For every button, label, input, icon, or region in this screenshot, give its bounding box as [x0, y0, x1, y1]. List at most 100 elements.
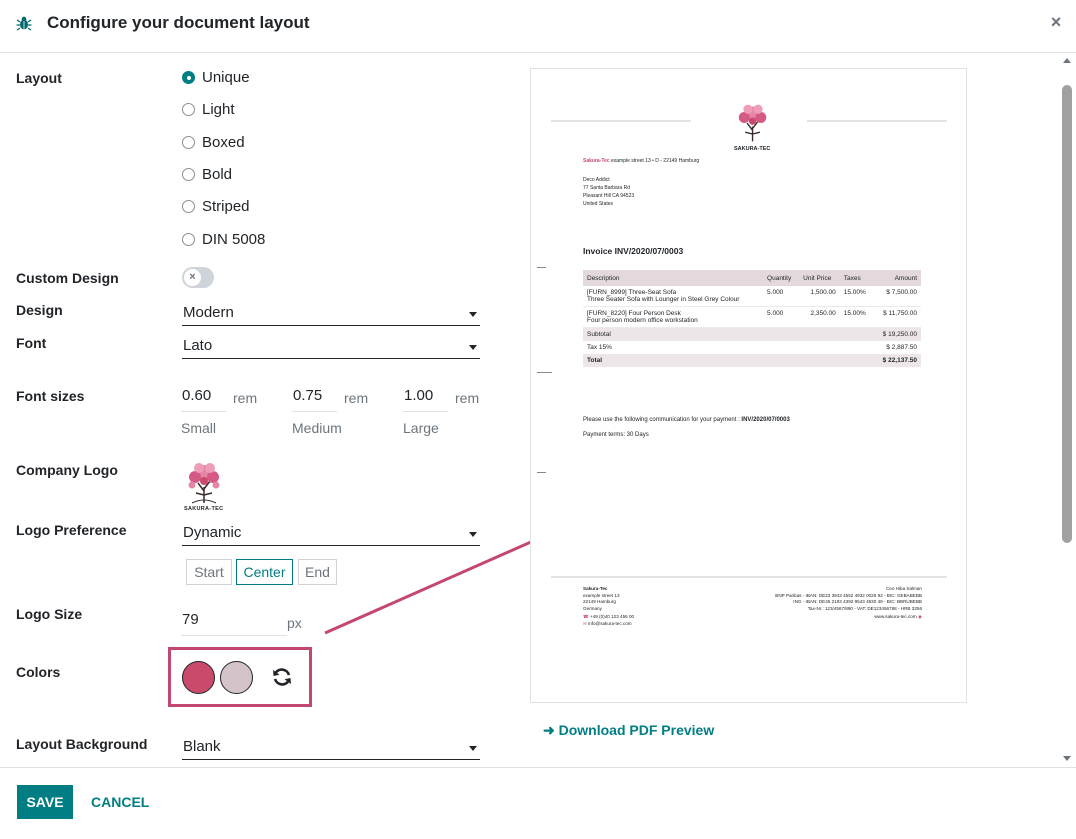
- footer-line: Ceo Hiba Salman: [885, 586, 922, 591]
- close-icon[interactable]: ×: [1050, 12, 1062, 32]
- refresh-icon[interactable]: [270, 665, 294, 689]
- dialog-body: Layout Unique Light Boxed Bold Striped D…: [0, 53, 1076, 767]
- font-size-small-input[interactable]: 0.60: [182, 387, 212, 404]
- footer-line: 22149 Hamburg: [583, 599, 616, 604]
- radio-icon: [182, 103, 195, 116]
- footer-line: Sakura-Tec: [583, 586, 608, 591]
- font-size-large-label: Large: [403, 420, 439, 436]
- secondary-color-swatch[interactable]: [220, 661, 253, 694]
- logo-size-input[interactable]: 79: [182, 611, 199, 628]
- scrollbar[interactable]: [1060, 53, 1076, 767]
- column-header: Amount: [873, 270, 921, 286]
- design-value: Modern: [183, 304, 234, 321]
- footer-left: Sakura-Tec example street 13 22149 Hambu…: [583, 586, 634, 627]
- logo-preference-select[interactable]: Dynamic: [182, 520, 480, 546]
- customer-line: United States: [583, 201, 614, 207]
- scroll-down-icon[interactable]: [1063, 756, 1071, 761]
- column-header: Quantity: [763, 270, 800, 286]
- arrow-right-icon: ➜: [543, 722, 555, 738]
- logo-align-center-button[interactable]: Center: [236, 559, 293, 585]
- column-header: Taxes: [839, 270, 874, 286]
- primary-color-swatch[interactable]: [182, 661, 215, 694]
- footer-phone: +49 (0)40 123 456 00: [590, 614, 635, 619]
- dialog-title: Configure your document layout: [47, 13, 310, 32]
- font-size-unit: rem: [233, 390, 258, 406]
- colors-highlight-box: [168, 647, 312, 707]
- input-underline: [181, 411, 226, 412]
- line-qty: 5.000: [763, 286, 800, 307]
- footer-right: Ceo Hiba Salman BNP Paribas - IBAN: DE23…: [775, 586, 922, 621]
- caret-down-icon: [469, 345, 477, 350]
- input-underline: [403, 411, 448, 412]
- logo-text: SAKURA-TEC: [184, 506, 224, 512]
- total-value: $ 22,137.50: [873, 354, 921, 367]
- footer-line: Germany: [583, 605, 602, 611]
- cancel-button[interactable]: CANCEL: [91, 794, 150, 810]
- company-logo-image[interactable]: SAKURA-TEC: [182, 459, 227, 514]
- layout-option-label: Striped: [202, 198, 250, 215]
- phone-icon: ☎: [583, 614, 589, 619]
- layout-background-label: Layout Background: [16, 736, 148, 752]
- line-note: Four person modern office workstation: [587, 317, 698, 324]
- sakura-logo-icon: [188, 463, 220, 504]
- tax-row: Tax 15% $ 2,887.50: [583, 341, 921, 354]
- customer-line: 77 Santa Barbara Rd: [583, 185, 630, 191]
- scrollbar-thumb[interactable]: [1062, 85, 1072, 543]
- column-header: Description: [583, 270, 764, 286]
- layout-option-light[interactable]: Light: [182, 101, 235, 118]
- download-pdf-label: Download PDF Preview: [558, 722, 715, 738]
- footer-website: www.sakura-tec.com: [874, 614, 917, 619]
- customer-line: Pleasant Hill CA 94523: [583, 193, 635, 199]
- footer-line: BNP Paribas - IBAN: DE23 3943 4552 4932 …: [775, 592, 922, 598]
- font-size-large-input[interactable]: 1.00: [404, 387, 434, 404]
- layout-option-unique[interactable]: Unique: [182, 69, 250, 86]
- logo-align-start-button[interactable]: Start: [186, 559, 232, 585]
- customer-address: Deco Addict 77 Santa Barbara Rd Pleasant…: [583, 176, 634, 208]
- layout-option-bold[interactable]: Bold: [182, 166, 232, 183]
- invoice-title: Invoice INV/2020/07/0003: [583, 246, 684, 256]
- company-address-line: example street 13 • D - 22149 Hamburg: [610, 158, 700, 164]
- header-rule: [807, 120, 947, 122]
- line-product: [FURN_8999] Three-Seat Sofa: [587, 289, 677, 296]
- layout-option-din5008[interactable]: DIN 5008: [182, 231, 265, 248]
- custom-design-label: Custom Design: [16, 270, 119, 286]
- save-button[interactable]: SAVE: [17, 785, 73, 819]
- bug-icon[interactable]: [15, 14, 33, 32]
- line-product: [FURN_8220] Four Person Desk: [587, 310, 681, 317]
- font-select[interactable]: Lato: [182, 333, 480, 359]
- line-description: [FURN_8999] Three-Seat Sofa Three Seater…: [583, 286, 764, 307]
- footer-line: Tax-Nr.: 123/4567/890 - VAT: DE123456788…: [807, 605, 922, 611]
- line-note: Three Seater Sofa with Lounger in Steel …: [587, 296, 740, 303]
- logo-preference-label: Logo Preference: [16, 522, 127, 538]
- download-pdf-preview-link[interactable]: ➜ Download PDF Preview: [543, 722, 714, 739]
- layout-option-boxed[interactable]: Boxed: [182, 134, 245, 151]
- email-icon: ✉: [583, 620, 587, 626]
- layout-background-select[interactable]: Blank: [182, 734, 480, 760]
- sakura-logo-icon: [738, 104, 767, 142]
- footer-line: ING - IBAN: DE45 2193 4392 9543 4930 49 …: [793, 599, 922, 604]
- layout-option-striped[interactable]: Striped: [182, 198, 250, 215]
- logo-align-end-button[interactable]: End: [298, 559, 337, 585]
- design-select[interactable]: Modern: [182, 300, 480, 326]
- company-logo-label: Company Logo: [16, 462, 118, 478]
- font-size-medium-label: Medium: [292, 420, 342, 436]
- line-price: 1,500.00: [799, 286, 840, 307]
- font-size-unit: rem: [455, 390, 480, 406]
- font-size-medium-input[interactable]: 0.75: [293, 387, 323, 404]
- dialog-footer: SAVE CANCEL: [0, 767, 1076, 839]
- line-amount: $ 11,750.00: [873, 306, 921, 328]
- scroll-up-icon[interactable]: [1063, 58, 1071, 63]
- font-size-unit: rem: [344, 390, 369, 406]
- fold-mark: [537, 472, 546, 473]
- globe-icon: ◉: [917, 614, 922, 619]
- table-row: [FURN_8220] Four Person Desk Four person…: [583, 306, 921, 328]
- layout-option-label: Light: [202, 101, 235, 118]
- layout-option-label: DIN 5008: [202, 231, 266, 248]
- logo-text: SAKURA-TEC: [734, 146, 771, 152]
- layout-option-label: Unique: [202, 69, 250, 86]
- payment-comm-text: Please use the following communication f…: [583, 417, 742, 423]
- input-underline: [181, 635, 287, 636]
- custom-design-toggle[interactable]: ×: [182, 267, 214, 288]
- tax-label: Tax 15%: [587, 344, 612, 351]
- line-price: 2,350.00: [799, 306, 840, 328]
